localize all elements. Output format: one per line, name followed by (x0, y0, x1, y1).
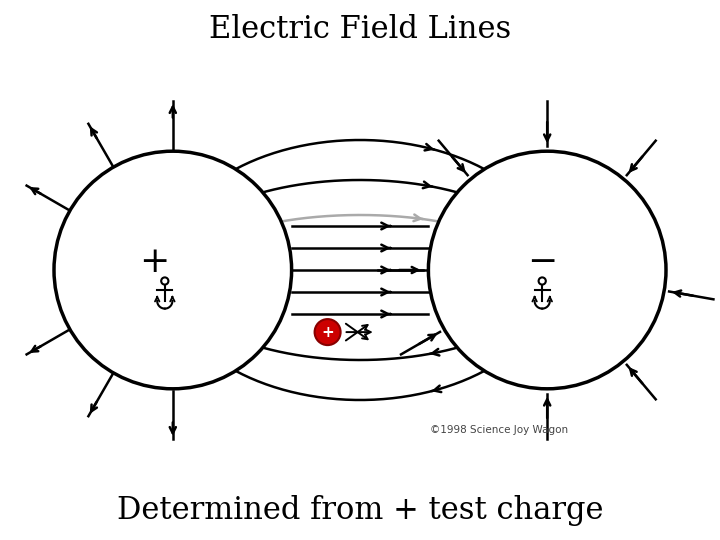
Circle shape (315, 319, 341, 345)
Circle shape (54, 151, 292, 389)
Text: +: + (140, 245, 170, 279)
Text: Determined from + test charge: Determined from + test charge (117, 495, 603, 525)
Text: ©1998 Science Joy Wagon: ©1998 Science Joy Wagon (430, 425, 568, 435)
Text: +: + (321, 325, 334, 340)
Text: −: − (527, 245, 557, 279)
Circle shape (428, 151, 666, 389)
Text: Electric Field Lines: Electric Field Lines (209, 15, 511, 45)
